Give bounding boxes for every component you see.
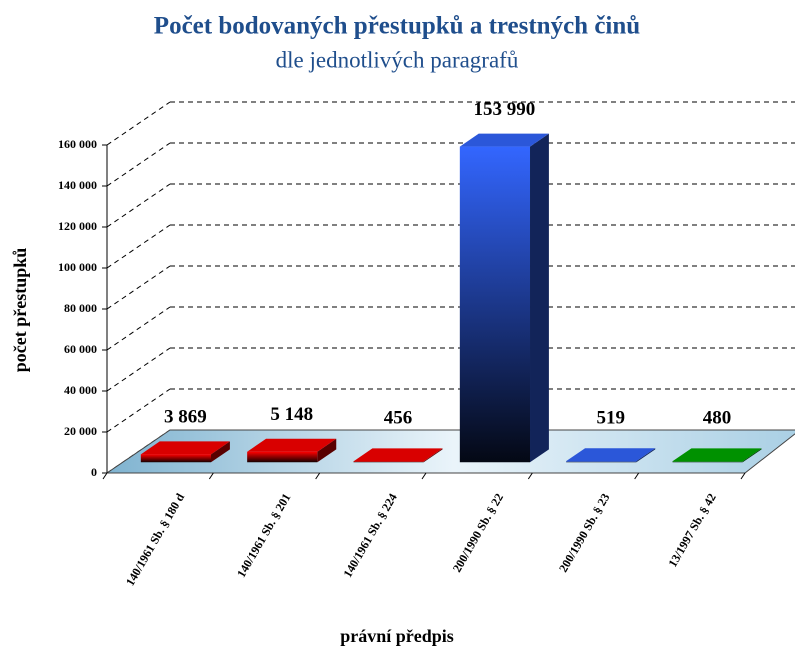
bar-side [636, 448, 656, 463]
bar-side [423, 448, 443, 463]
y-tick-label: 120 000 [58, 219, 97, 233]
x-tick [527, 472, 533, 480]
grid-diagonal [106, 347, 171, 392]
bar-top [566, 448, 656, 462]
value-label: 5 148 [270, 404, 313, 425]
bar [140, 454, 212, 463]
y-tick-label: 100 000 [58, 260, 97, 274]
y-tick-label: 0 [91, 465, 97, 479]
x-tick [208, 472, 214, 480]
bar-top [353, 448, 443, 462]
x-tick-label: 140/1961 Sb. § 180 d [123, 491, 187, 589]
bar [566, 461, 637, 463]
bar [672, 461, 743, 463]
x-tick [740, 472, 746, 480]
x-tick [315, 472, 321, 480]
value-label: 3 869 [164, 407, 207, 428]
y-tick-label: 80 000 [64, 301, 97, 315]
bar-side [317, 438, 337, 463]
y-tick-label: 40 000 [64, 383, 97, 397]
grid-diagonal [106, 388, 171, 433]
grid-diagonal [106, 224, 171, 269]
value-label: 480 [703, 407, 732, 428]
x-tick [634, 472, 640, 480]
x-tick-label: 140/1961 Sb. § 224 [340, 491, 399, 580]
bar-side [742, 448, 762, 463]
value-label: 153 990 [473, 99, 535, 120]
bar-top [459, 133, 549, 147]
bar-top [140, 441, 230, 455]
grid-diagonal [106, 306, 171, 351]
value-label: 456 [384, 407, 413, 428]
grid-diagonal [106, 142, 171, 187]
y-axis-title: počet přestupků [10, 248, 30, 373]
bar-top [247, 438, 337, 452]
x-tick [421, 472, 427, 480]
value-label: 519 [596, 407, 625, 428]
x-axis-title: právní předpis [340, 626, 454, 646]
x-tick-label: 140/1961 Sb. § 201 [234, 491, 293, 580]
chart-subtitle: dle jednotlivých paragrafů [276, 47, 519, 72]
bar [459, 146, 531, 463]
y-tick-label: 20 000 [64, 424, 97, 438]
bar-side [211, 441, 230, 463]
x-tick [102, 472, 108, 480]
x-tick-label: 200/1990 Sb. § 22 [450, 491, 506, 575]
grid-diagonal [106, 101, 171, 146]
bar [353, 461, 424, 463]
x-tick-label: 200/1990 Sb. § 23 [556, 491, 612, 575]
grid-diagonal [106, 183, 171, 228]
chart-title: Počet bodovaných přestupků a trestných č… [154, 13, 640, 40]
y-tick-label: 140 000 [58, 178, 97, 192]
y-tick-label: 160 000 [58, 137, 97, 151]
bar [247, 451, 318, 463]
bar-top [672, 448, 762, 462]
grid-diagonal [106, 265, 171, 310]
bar-side [530, 133, 549, 463]
y-tick-label: 60 000 [64, 342, 97, 356]
x-tick-label: 13/1997 Sb. § 42 [665, 491, 718, 570]
